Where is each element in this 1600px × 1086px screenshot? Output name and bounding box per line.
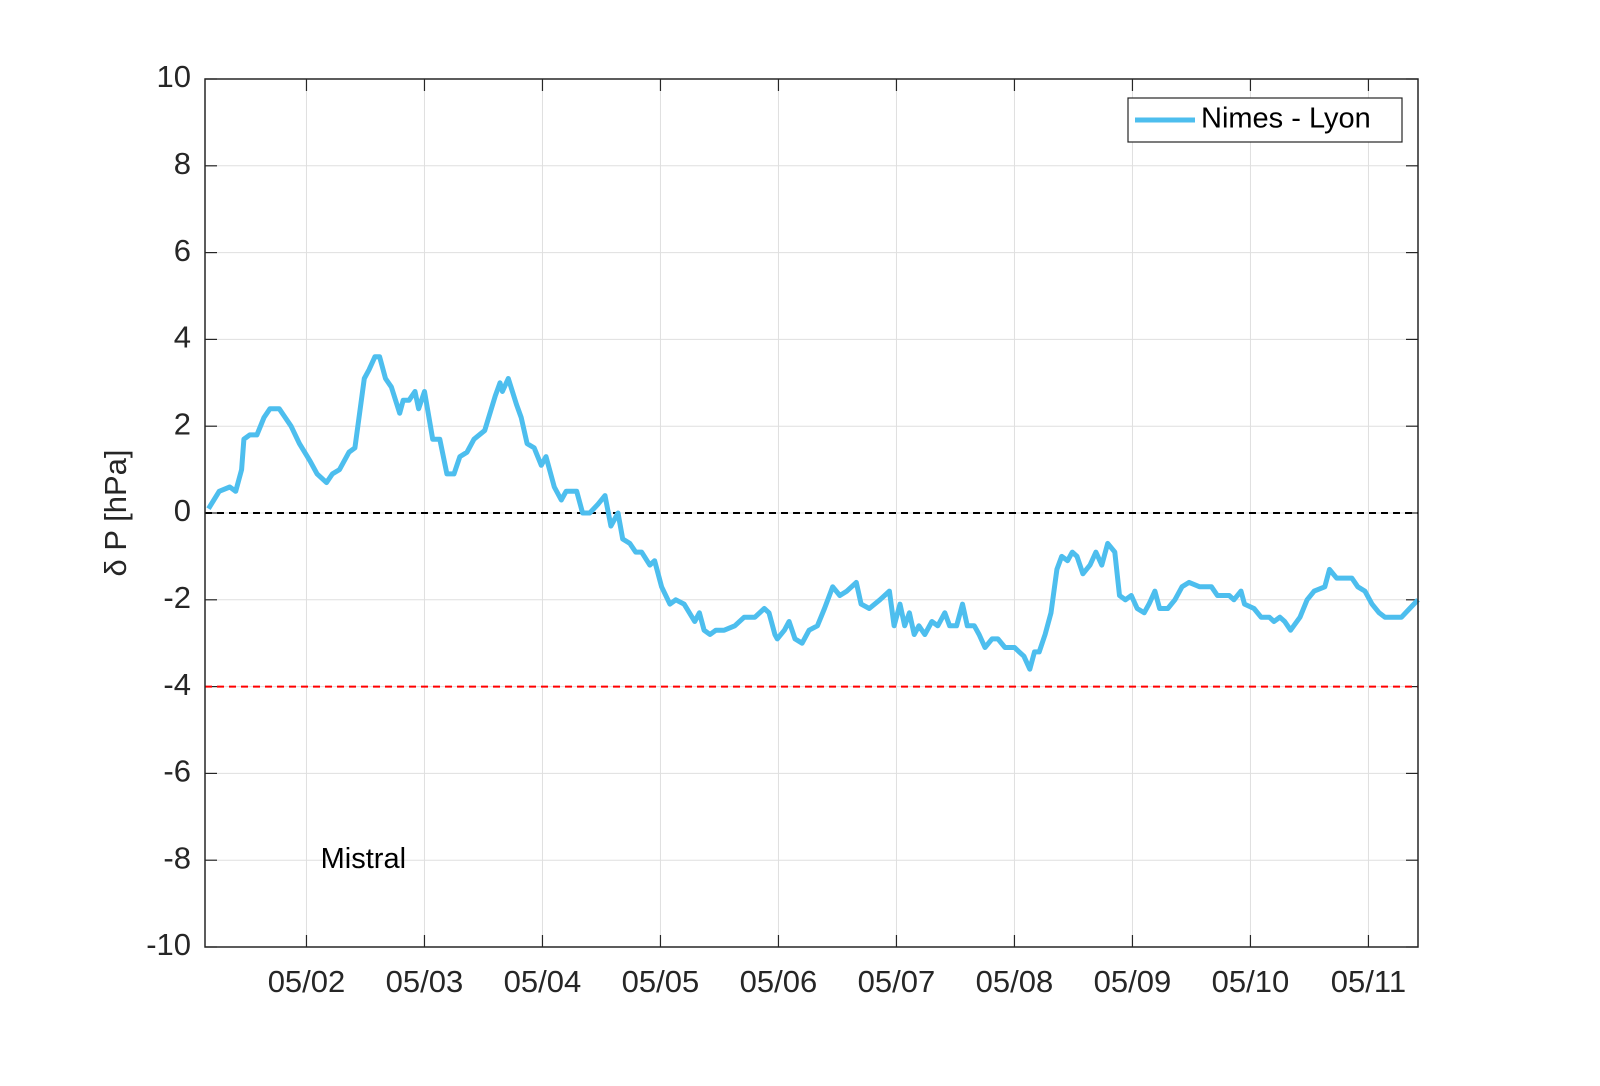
x-tick-label: 05/03 xyxy=(386,964,464,999)
y-tick-label: 0 xyxy=(174,493,191,528)
x-tick-label: 05/09 xyxy=(1094,964,1172,999)
y-tick-label: -8 xyxy=(163,840,191,875)
x-tick-label: 05/07 xyxy=(858,964,936,999)
y-tick-label: 4 xyxy=(174,320,191,355)
x-tick-label: 05/06 xyxy=(740,964,818,999)
axes-box xyxy=(204,78,1419,948)
legend-label: Nimes - Lyon xyxy=(1201,103,1371,135)
y-tick-label: 6 xyxy=(174,233,191,268)
x-tick-label: 05/05 xyxy=(622,964,700,999)
y-axis-label: δ P [hPa] xyxy=(98,450,133,577)
y-tick-label: -2 xyxy=(163,580,191,615)
y-tick-label: 8 xyxy=(174,146,191,181)
y-tick-label: -6 xyxy=(163,754,191,789)
x-tick-label: 05/08 xyxy=(976,964,1054,999)
y-tick-label: 10 xyxy=(157,59,191,94)
x-tick-label: 05/10 xyxy=(1212,964,1290,999)
x-tick-label: 05/02 xyxy=(268,964,346,999)
y-tick-label: -10 xyxy=(146,927,191,962)
y-tick-label: -4 xyxy=(163,667,191,702)
annotation: Mistral xyxy=(321,843,406,875)
y-tick-label: 2 xyxy=(174,406,191,441)
data-line xyxy=(206,354,1420,672)
x-tick-label: 05/04 xyxy=(504,964,582,999)
x-tick-label: 05/11 xyxy=(1331,964,1406,999)
